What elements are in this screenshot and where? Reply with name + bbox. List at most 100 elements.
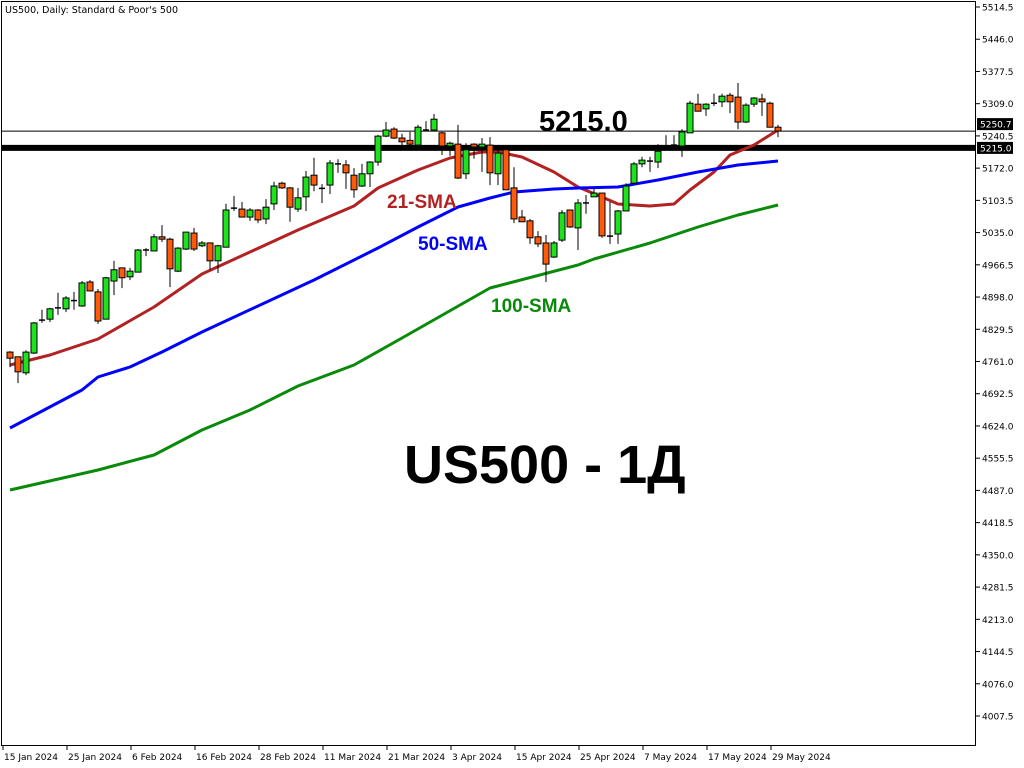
candle	[46, 307, 54, 322]
y-tick-label: 4624.0	[982, 422, 1014, 432]
candle	[182, 231, 190, 250]
candle-body-bear	[566, 209, 574, 228]
candle	[238, 202, 246, 218]
candle	[414, 124, 422, 147]
candle	[566, 209, 574, 228]
y-tick-label: 4350.0	[982, 551, 1014, 561]
candle-body-bull	[654, 150, 662, 163]
candle	[742, 103, 750, 123]
candle-body-bull	[446, 142, 454, 147]
candle-body-bull	[414, 126, 422, 146]
candle-body-bear	[518, 216, 526, 223]
y-tick-label: 5377.5	[982, 68, 1014, 78]
candle	[398, 133, 406, 146]
level-annotation: 5215.0	[539, 106, 628, 138]
candle	[702, 103, 710, 116]
candle	[350, 168, 358, 198]
candle	[6, 351, 14, 368]
candle	[558, 210, 566, 243]
candle	[62, 296, 70, 313]
candle	[494, 146, 502, 186]
candle-body-bull	[638, 159, 646, 165]
candle-body-bear	[542, 242, 550, 265]
candle-body-bull	[702, 103, 710, 110]
y-tick-label: 4966.5	[982, 261, 1014, 271]
candle-body-bear	[598, 192, 606, 237]
candle	[550, 241, 558, 258]
candle-body-bull	[222, 209, 230, 248]
candle	[654, 144, 662, 169]
candle	[726, 92, 734, 114]
candle	[326, 160, 334, 195]
candle	[174, 247, 182, 273]
candle	[486, 137, 494, 186]
candle	[478, 138, 486, 172]
x-tick-label: 15 Apr 2024	[516, 753, 572, 763]
candle-body-bull	[366, 161, 374, 175]
y-tick-label: 5240.5	[982, 132, 1014, 142]
candle-body-bear	[14, 356, 22, 373]
candle	[534, 231, 542, 248]
candle-body-bear	[166, 238, 174, 270]
price-label-box	[977, 118, 1013, 131]
candle-body-bull	[110, 269, 118, 282]
x-tick-label: 11 Mar 2024	[324, 753, 381, 763]
candle	[671, 135, 677, 147]
candle-body-bull	[750, 97, 758, 105]
candle	[71, 291, 77, 310]
candle-body-bear	[206, 242, 214, 262]
candle	[718, 93, 726, 107]
candle	[30, 321, 38, 354]
candle	[774, 124, 782, 138]
candle	[542, 234, 550, 282]
candle	[454, 124, 462, 179]
x-tick-label: 25 Jan 2024	[68, 753, 122, 763]
plot-frame	[1, 1, 976, 746]
candle	[470, 143, 478, 159]
candle-body-bear	[238, 208, 246, 218]
sma100-annotation: 100-SMA	[491, 296, 572, 317]
price-axis: 5514.5 5446.0 5377.5 5309.0 5240.5 5172.0 5103…	[975, 4, 1014, 723]
candle	[222, 203, 230, 248]
candle	[382, 122, 390, 138]
candle	[278, 181, 286, 189]
candle	[750, 97, 758, 107]
y-tick-label: 4418.5	[982, 519, 1014, 529]
candle-body-bull	[182, 231, 190, 250]
y-tick-label: 5172.0	[982, 165, 1014, 175]
candle	[22, 350, 30, 376]
candle-body-bear	[734, 96, 742, 123]
candle	[711, 93, 717, 107]
candle	[286, 186, 294, 222]
x-tick-label: 21 Mar 2024	[388, 753, 445, 763]
candle-body-bull	[590, 192, 598, 198]
candle	[126, 267, 134, 281]
candle-body-bull	[198, 242, 206, 247]
y-tick-label: 4144.5	[982, 648, 1014, 658]
candle-body-bull	[686, 102, 694, 134]
candle-body-bull	[494, 152, 502, 175]
candle-body-bear	[486, 144, 494, 174]
y-tick-label: 4555.5	[982, 455, 1014, 465]
x-tick-label: 7 May 2024	[644, 753, 697, 763]
candle-body-bull	[326, 162, 334, 186]
candle	[663, 135, 669, 147]
candle	[510, 167, 518, 224]
candle	[423, 121, 429, 131]
sma21-annotation: 21-SMA	[387, 192, 457, 213]
candle	[590, 188, 598, 198]
candle	[342, 160, 350, 189]
candle	[206, 242, 214, 270]
candle-body-bear	[454, 143, 462, 179]
candle	[319, 184, 325, 203]
x-tick-label: 29 May 2024	[772, 753, 831, 763]
candle-body-bear	[526, 220, 534, 239]
candle	[438, 131, 446, 155]
candle-body-bear	[438, 132, 446, 147]
candle-body-bull	[630, 163, 638, 184]
candle-body-bull	[478, 143, 486, 148]
candle-body-bull	[550, 242, 558, 258]
candle	[14, 356, 22, 384]
candle	[574, 199, 582, 250]
candle-body-bear	[342, 164, 350, 174]
